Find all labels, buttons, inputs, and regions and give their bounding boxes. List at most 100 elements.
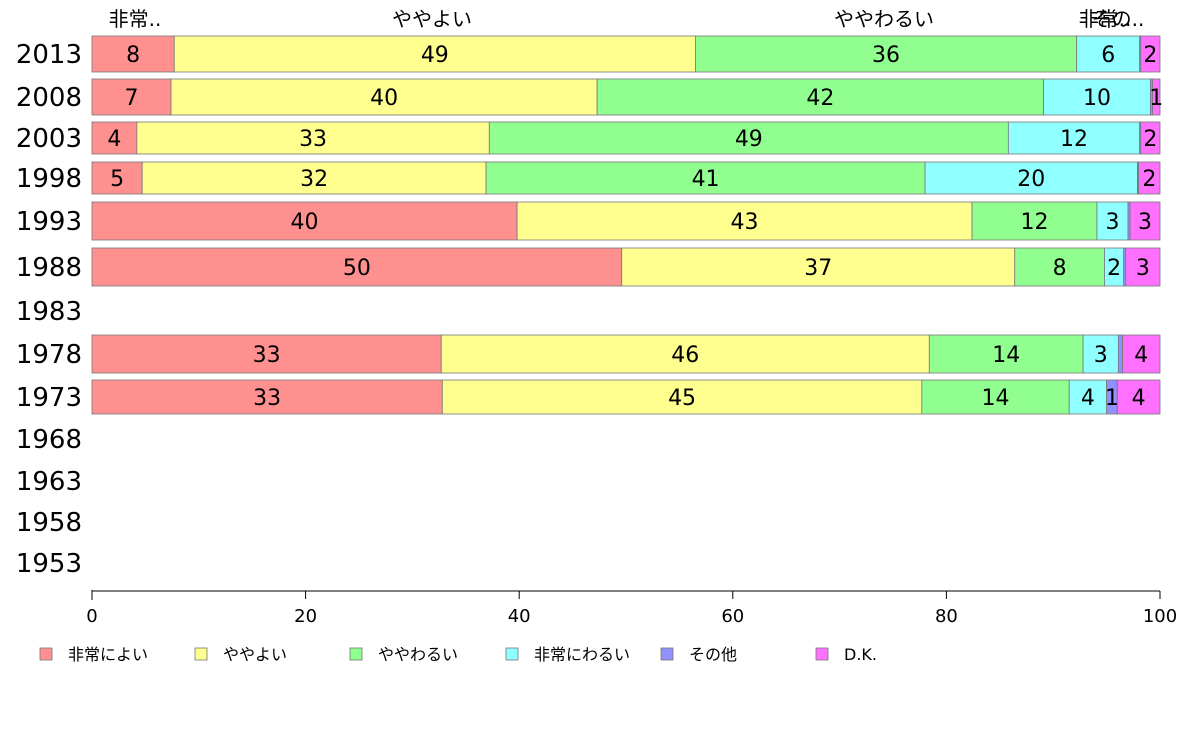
top-label: ややわるい <box>834 7 934 31</box>
x-tick-label: 0 <box>86 606 97 627</box>
data-label: 2 <box>1107 256 1121 281</box>
bar-segment <box>1138 161 1161 195</box>
data-label: 3 <box>1094 343 1108 368</box>
bar-segment <box>136 121 490 155</box>
legend-label: ややよい <box>223 645 287 664</box>
bar-segment <box>91 247 623 287</box>
bar-segment <box>485 161 926 195</box>
y-axis-labels: 2013 2008 2003 1998 1993 1988 1983 1978 1973 1968… <box>16 40 82 579</box>
data-label: 10 <box>1083 86 1111 111</box>
data-label: 12 <box>1060 127 1088 152</box>
x-tick-label: 20 <box>294 606 317 627</box>
bar-segment <box>173 35 696 73</box>
data-label: 5 <box>110 167 124 192</box>
top-label: 非常.. <box>1079 7 1132 31</box>
data-label: 4 <box>1134 343 1148 368</box>
data-label: 50 <box>343 256 371 281</box>
legend-swatch <box>194 647 208 661</box>
legend-swatch <box>39 647 53 661</box>
bar-segment <box>1140 35 1161 73</box>
legend-swatch <box>815 647 829 661</box>
bar-segment <box>695 35 1078 73</box>
bar-segment <box>91 78 172 116</box>
bar-segment <box>1140 121 1161 155</box>
y-tick-label: 1983 <box>16 297 82 327</box>
y-tick-label: 1963 <box>16 467 82 497</box>
y-tick-label: 1978 <box>16 340 82 370</box>
bar-segment <box>1014 247 1105 287</box>
top-label: ややよい <box>392 7 472 31</box>
data-label: 4 <box>107 127 121 152</box>
bars: 8 49 36 6 27 40 42 10 14 33 49 12 25 32 41 20 240 43 12 3 35… <box>91 35 1163 415</box>
data-label: 7 <box>125 86 139 111</box>
bar-segment <box>921 379 1070 415</box>
y-tick-label: 1968 <box>16 425 82 455</box>
bar-segment <box>488 121 1009 155</box>
data-label: 4 <box>1132 386 1146 411</box>
bar-segment <box>1117 334 1124 374</box>
data-label: 14 <box>982 386 1010 411</box>
bar-segment <box>596 78 1044 116</box>
data-label: 41 <box>692 167 720 192</box>
data-label: 2 <box>1142 167 1156 192</box>
data-label: 8 <box>126 43 140 68</box>
data-label: 37 <box>804 256 832 281</box>
data-label: 20 <box>1017 167 1045 192</box>
data-label: 32 <box>300 167 328 192</box>
y-tick-label: 1988 <box>16 253 82 283</box>
legend-label: 非常によい <box>68 645 148 664</box>
legend-label: D.K. <box>844 645 877 664</box>
data-label: 6 <box>1101 43 1115 68</box>
data-label: 12 <box>1021 210 1049 235</box>
data-label: 36 <box>872 43 900 68</box>
data-label: 42 <box>806 86 834 111</box>
bar-segment <box>141 161 487 195</box>
data-label: 3 <box>1105 210 1119 235</box>
data-label: 45 <box>668 386 696 411</box>
legend-label: ややわるい <box>378 645 458 664</box>
y-tick-label: 1958 <box>16 508 82 538</box>
data-label: 40 <box>370 86 398 111</box>
bar-segment <box>1125 247 1161 287</box>
bar-segment <box>1076 35 1141 73</box>
top-label: その.. <box>1092 7 1145 31</box>
bar-segment <box>621 247 1016 287</box>
bar-segment <box>91 161 143 195</box>
y-tick-label: 1993 <box>16 207 82 237</box>
y-tick-label: 1953 <box>16 549 82 579</box>
data-label: 49 <box>735 127 763 152</box>
data-label: 1 <box>1105 386 1119 411</box>
bar-segment <box>440 334 930 374</box>
bar-segment <box>1116 379 1161 415</box>
x-axis: 0 20 40 60 80 100 <box>86 590 1177 627</box>
legend-swatch <box>349 647 363 661</box>
bar-segment <box>1043 78 1151 116</box>
data-label: 33 <box>253 343 281 368</box>
x-tick-label: 60 <box>721 606 744 627</box>
bar-segment <box>1152 78 1161 116</box>
bar-segment <box>1122 334 1161 374</box>
bar-segment <box>1096 201 1129 241</box>
legend-label: その他 <box>689 645 737 664</box>
data-label: 46 <box>671 343 699 368</box>
bar-segment <box>91 35 175 73</box>
y-tick-label: 2008 <box>16 83 82 113</box>
y-tick-label: 1998 <box>16 164 82 194</box>
legend-label: 非常にわるい <box>534 645 630 664</box>
top-label: 非常.. <box>109 7 162 31</box>
data-label: 2 <box>1143 127 1157 152</box>
data-label: 33 <box>299 127 327 152</box>
data-label: 43 <box>731 210 759 235</box>
bar-segment <box>1068 379 1107 415</box>
data-label: 14 <box>992 343 1020 368</box>
bar-segment <box>516 201 973 241</box>
y-tick-label: 2003 <box>16 124 82 154</box>
data-label: 49 <box>421 43 449 68</box>
bar-segment <box>1129 201 1161 241</box>
data-label: 3 <box>1138 210 1152 235</box>
legend-swatch <box>660 647 674 661</box>
bar-segment <box>91 379 443 415</box>
data-label: 40 <box>291 210 319 235</box>
data-label: 8 <box>1053 256 1067 281</box>
data-label: 4 <box>1081 386 1095 411</box>
